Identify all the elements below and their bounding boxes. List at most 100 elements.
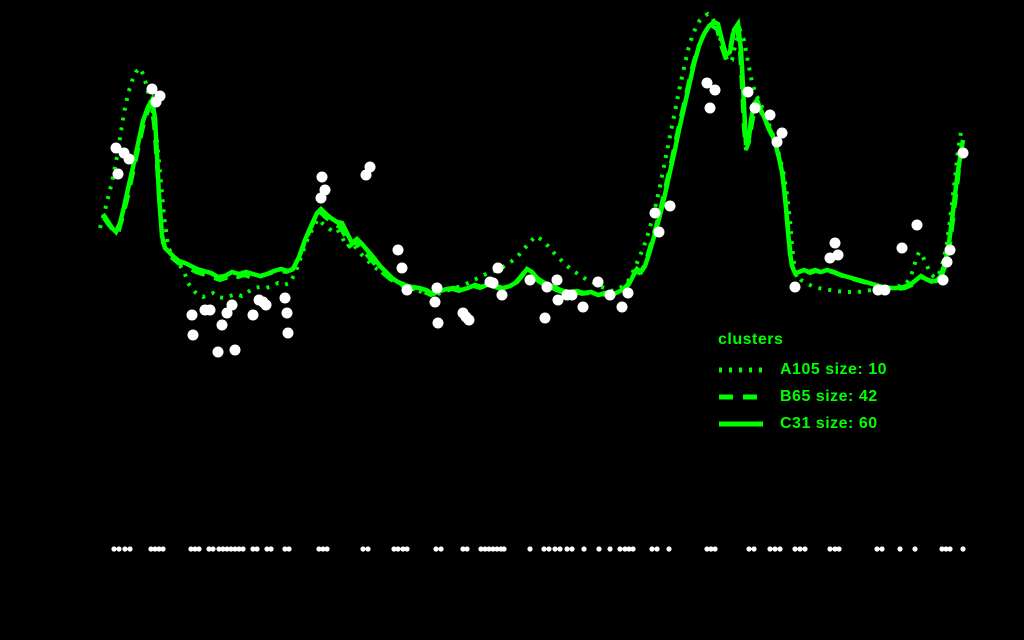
rug-point — [557, 546, 563, 552]
rug-point — [767, 546, 773, 552]
rug-point — [546, 546, 552, 552]
scatter-point — [771, 136, 783, 148]
scatter-point — [187, 329, 199, 341]
scatter-point — [487, 277, 499, 289]
rug-point — [482, 546, 488, 552]
rug-point — [324, 546, 330, 552]
rug-point — [494, 546, 500, 552]
rug-point — [792, 546, 798, 552]
rug-point — [282, 546, 288, 552]
rug-point — [316, 546, 322, 552]
rug-point — [960, 546, 966, 552]
rug-point — [264, 546, 270, 552]
scatter-point — [429, 296, 441, 308]
legend-title: clusters — [718, 331, 784, 348]
rug-point — [156, 546, 162, 552]
scatter-point — [396, 262, 408, 274]
rug-point — [947, 546, 953, 552]
scatter-point — [463, 314, 475, 326]
rug-point — [122, 546, 128, 552]
scatter-point — [229, 344, 241, 356]
rug-point — [490, 546, 496, 552]
rug-point — [250, 546, 256, 552]
scatter-point — [260, 299, 272, 311]
scatter-point — [279, 292, 291, 304]
scatter-point — [649, 207, 661, 219]
rug-point — [622, 546, 628, 552]
rug-point — [268, 546, 274, 552]
scatter-point — [496, 289, 508, 301]
scatter-point — [123, 153, 135, 165]
rug-point — [152, 546, 158, 552]
scatter-point — [937, 274, 949, 286]
rug-point — [630, 546, 636, 552]
legend-item-label: C31 size: 60 — [780, 414, 878, 432]
scatter-point — [896, 242, 908, 254]
scatter-point — [957, 147, 969, 159]
scatter-point — [944, 244, 956, 256]
rug-point — [360, 546, 366, 552]
scatter-point — [146, 83, 158, 95]
scatter-point — [226, 299, 238, 311]
scatter-point — [789, 281, 801, 293]
rug-point — [939, 546, 945, 552]
rug-point — [240, 546, 246, 552]
rug-point — [746, 546, 752, 552]
rug-point — [216, 546, 222, 552]
rug-point — [836, 546, 842, 552]
scatter-point — [664, 200, 676, 212]
rug-point — [188, 546, 194, 552]
chart-legend: clusters A105 size: 10 B65 size: 42 C31 … — [716, 331, 887, 437]
rug-point — [912, 546, 918, 552]
scatter-point — [551, 274, 563, 286]
scatter-point — [622, 287, 634, 299]
legend-line-sample-dotted-icon — [719, 367, 763, 372]
scatter-point — [742, 86, 754, 98]
scatter-point — [221, 307, 233, 319]
rug-point — [127, 546, 133, 552]
rug-point — [220, 546, 226, 552]
rug-point — [210, 546, 216, 552]
scatter-point — [941, 256, 953, 268]
rug-point — [391, 546, 397, 552]
rug-point — [365, 546, 371, 552]
scatter-point — [316, 171, 328, 183]
rug-point — [832, 546, 838, 552]
rug-point — [395, 546, 401, 552]
rug-point — [232, 546, 238, 552]
legend-item-a105: A105 size: 10 — [716, 356, 887, 383]
scatter-point — [212, 346, 224, 358]
rug-point — [581, 546, 587, 552]
rug-point — [111, 546, 117, 552]
scatter-point — [776, 127, 788, 139]
scatter-point — [832, 249, 844, 261]
rug-point — [228, 546, 234, 552]
scatter-point — [749, 102, 761, 114]
rug-point — [777, 546, 783, 552]
legend-item-label: B65 size: 42 — [780, 387, 878, 405]
rug-point — [527, 546, 533, 552]
rug-point — [827, 546, 833, 552]
scatter-point — [110, 142, 122, 154]
scatter-point — [911, 219, 923, 231]
scatter-point — [616, 301, 628, 313]
line-a105 — [98, 11, 963, 301]
rug-point — [541, 546, 547, 552]
rug-point — [460, 546, 466, 552]
scatter-point — [604, 289, 616, 301]
rug-point — [708, 546, 714, 552]
rug-point — [666, 546, 672, 552]
scatter-point — [653, 226, 665, 238]
rug-point — [160, 546, 166, 552]
rug-point — [943, 546, 949, 552]
scatter-point — [281, 307, 293, 319]
rug-point — [254, 546, 260, 552]
scatter-point — [401, 284, 413, 296]
scatter-point — [829, 237, 841, 249]
rug-point — [116, 546, 122, 552]
scatter-point — [701, 77, 713, 89]
rug-point — [879, 546, 885, 552]
rug-point — [236, 546, 242, 552]
scatter-point — [552, 294, 564, 306]
